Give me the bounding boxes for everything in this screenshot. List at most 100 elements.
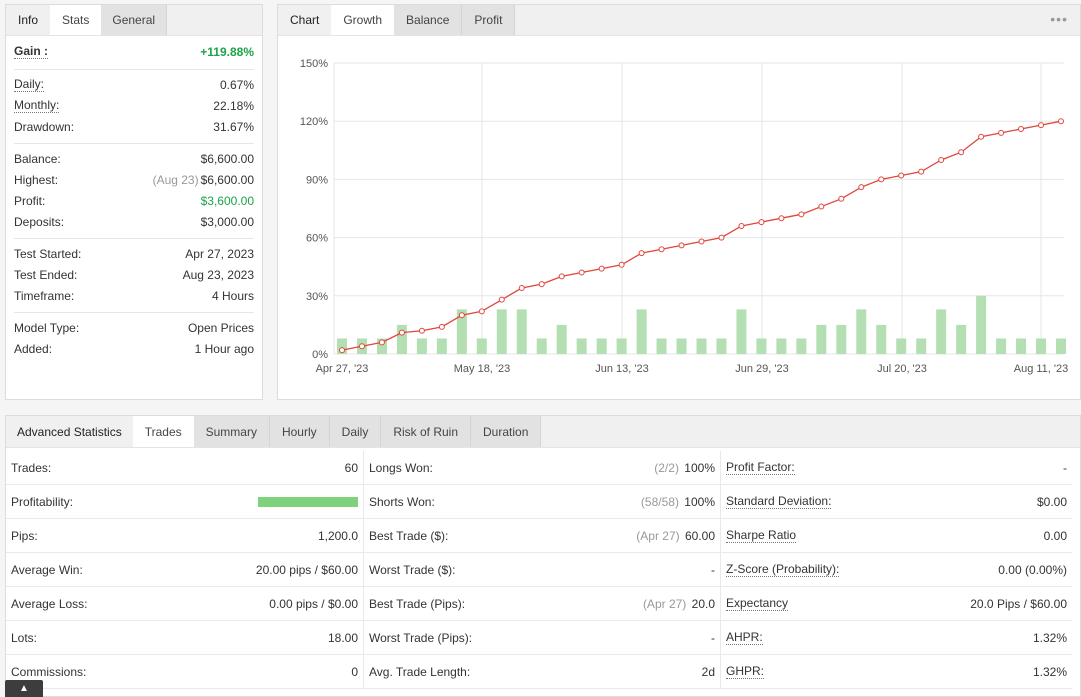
tab-chart[interactable]: Chart [290,13,320,27]
best-trade-usd-row: Best Trade ($): (Apr 27) 60.00 [363,519,720,553]
tab-summary[interactable]: Summary [193,416,270,447]
profit-bar [576,338,587,354]
tab-hourly[interactable]: Hourly [269,416,330,447]
profit-bar [596,338,607,354]
x-tick-label: Aug 11, '23 [1014,363,1069,375]
ghpr-label[interactable]: GHPR: [726,663,765,679]
profit-value: $3,600.00 [200,194,254,209]
lots-row: Lots: 18.00 [6,621,363,655]
drawdown-value: 31.67% [213,120,254,135]
ahpr-label[interactable]: AHPR: [726,629,763,645]
growth-point [838,195,845,202]
z-score-value: 0.00 (0.00%) [998,562,1067,577]
tab-risk-of-ruin[interactable]: Risk of Ruin [381,416,472,447]
growth-point [918,168,925,175]
growth-point [998,129,1005,136]
growth-point [398,329,405,336]
longs-won-note: (2/2) [654,460,679,475]
growth-point [718,234,725,241]
tab-growth[interactable]: Growth [331,5,395,35]
x-tick-label: Apr 27, '23 [316,363,369,375]
standard-deviation-label[interactable]: Standard Deviation: [726,493,832,509]
z-score-label[interactable]: Z-Score (Probability): [726,561,840,577]
profit-bar [337,338,347,354]
advanced-col-2: Longs Won: (2/2) 100% Shorts Won: (58/58) … [363,451,720,689]
growth-point [1018,125,1025,132]
monthly-label[interactable]: Monthly: [14,97,60,113]
profit-bar [796,338,807,354]
test-started-label: Test Started: [14,246,82,261]
expectancy-label[interactable]: Expectancy [726,595,789,611]
y-tick-label: 60% [306,233,328,245]
profit-bar [536,338,547,354]
profit-bar [1056,338,1066,354]
tab-info[interactable]: Info [6,5,51,35]
daily-value: 0.67% [219,77,254,92]
z-score-row: Z-Score (Probability): 0.00 (0.00%) [720,553,1072,587]
profit-bar [416,338,427,354]
growth-point [738,222,745,229]
average-win-row: Average Win: 20.00 pips / $60.00 [6,553,363,587]
profit-bar [756,338,767,354]
best-trade-usd-label: Best Trade ($): [369,528,449,543]
added-value: 1 Hour ago [194,341,254,356]
best-trade-pips-label: Best Trade (Pips): [369,596,466,611]
tab-stats[interactable]: Stats [50,5,102,35]
best-trade-pips-row: Best Trade (Pips): (Apr 27) 20.0 [363,587,720,621]
tab-trades[interactable]: Trades [132,416,194,447]
worst-trade-pips-value: - [711,630,715,645]
growth-point [378,339,385,346]
gain-label[interactable]: Gain : [14,44,49,59]
expectancy-value: 20.0 Pips / $60.00 [970,596,1067,611]
timeframe-label: Timeframe: [14,289,75,304]
commissions-value: 0 [351,664,358,679]
added-label: Added: [14,341,53,356]
growth-point [798,211,805,218]
growth-point [878,176,885,183]
test-ended-value: Aug 23, 2023 [182,268,254,283]
profit-bar [936,309,947,354]
growth-point [778,215,785,222]
growth-point [818,203,825,210]
profit-bar [976,295,987,354]
tab-general[interactable]: General [101,5,168,35]
longs-won-value: 100% [684,460,715,475]
y-tick-label: 30% [306,291,328,303]
profitability-label: Profitability: [11,494,74,509]
y-tick-label: 90% [306,174,328,186]
growth-point [498,296,505,303]
growth-point [478,308,485,315]
profit-bar [956,324,967,354]
chevron-up-icon[interactable]: ▲ [5,680,43,697]
profit-bar [696,338,707,354]
avg-trade-length-value: 2d [701,664,715,679]
profit-bar [396,324,407,354]
x-tick-label: Jul 20, '23 [877,363,927,375]
profit-bar [1016,338,1027,354]
ghpr-row: GHPR: 1.32% [720,655,1072,689]
standard-deviation-row: Standard Deviation: $0.00 [720,485,1072,519]
more-dots-icon[interactable]: ••• [1050,11,1068,27]
profit-bar [1036,338,1047,354]
test-ended-label: Test Ended: [14,268,78,283]
sharpe-ratio-label[interactable]: Sharpe Ratio [726,527,797,543]
worst-trade-usd-row: Worst Trade ($): - [363,553,720,587]
average-win-value: 20.00 pips / $60.00 [255,562,358,577]
growth-point [978,133,985,140]
average-win-label: Average Win: [11,562,83,577]
daily-label[interactable]: Daily: [14,76,45,92]
balance-label: Balance: [14,151,61,166]
tab-advanced-statistics[interactable]: Advanced Statistics [17,425,122,439]
profit-bar [816,324,827,354]
tab-duration[interactable]: Duration [471,416,542,447]
balance-value: $6,600.00 [200,151,254,166]
profit-factor-label[interactable]: Profit Factor: [726,459,795,475]
profit-bar [836,324,847,354]
advanced-panel: Advanced Statistics Trades Summary Hourl… [5,415,1081,697]
profit-bar [776,338,787,354]
tab-daily[interactable]: Daily [329,416,382,447]
tab-balance[interactable]: Balance [394,5,463,35]
standard-deviation-value: $0.00 [1036,494,1067,509]
tab-profit[interactable]: Profit [462,5,516,35]
pips-row: Pips: 1,200.0 [6,519,363,553]
